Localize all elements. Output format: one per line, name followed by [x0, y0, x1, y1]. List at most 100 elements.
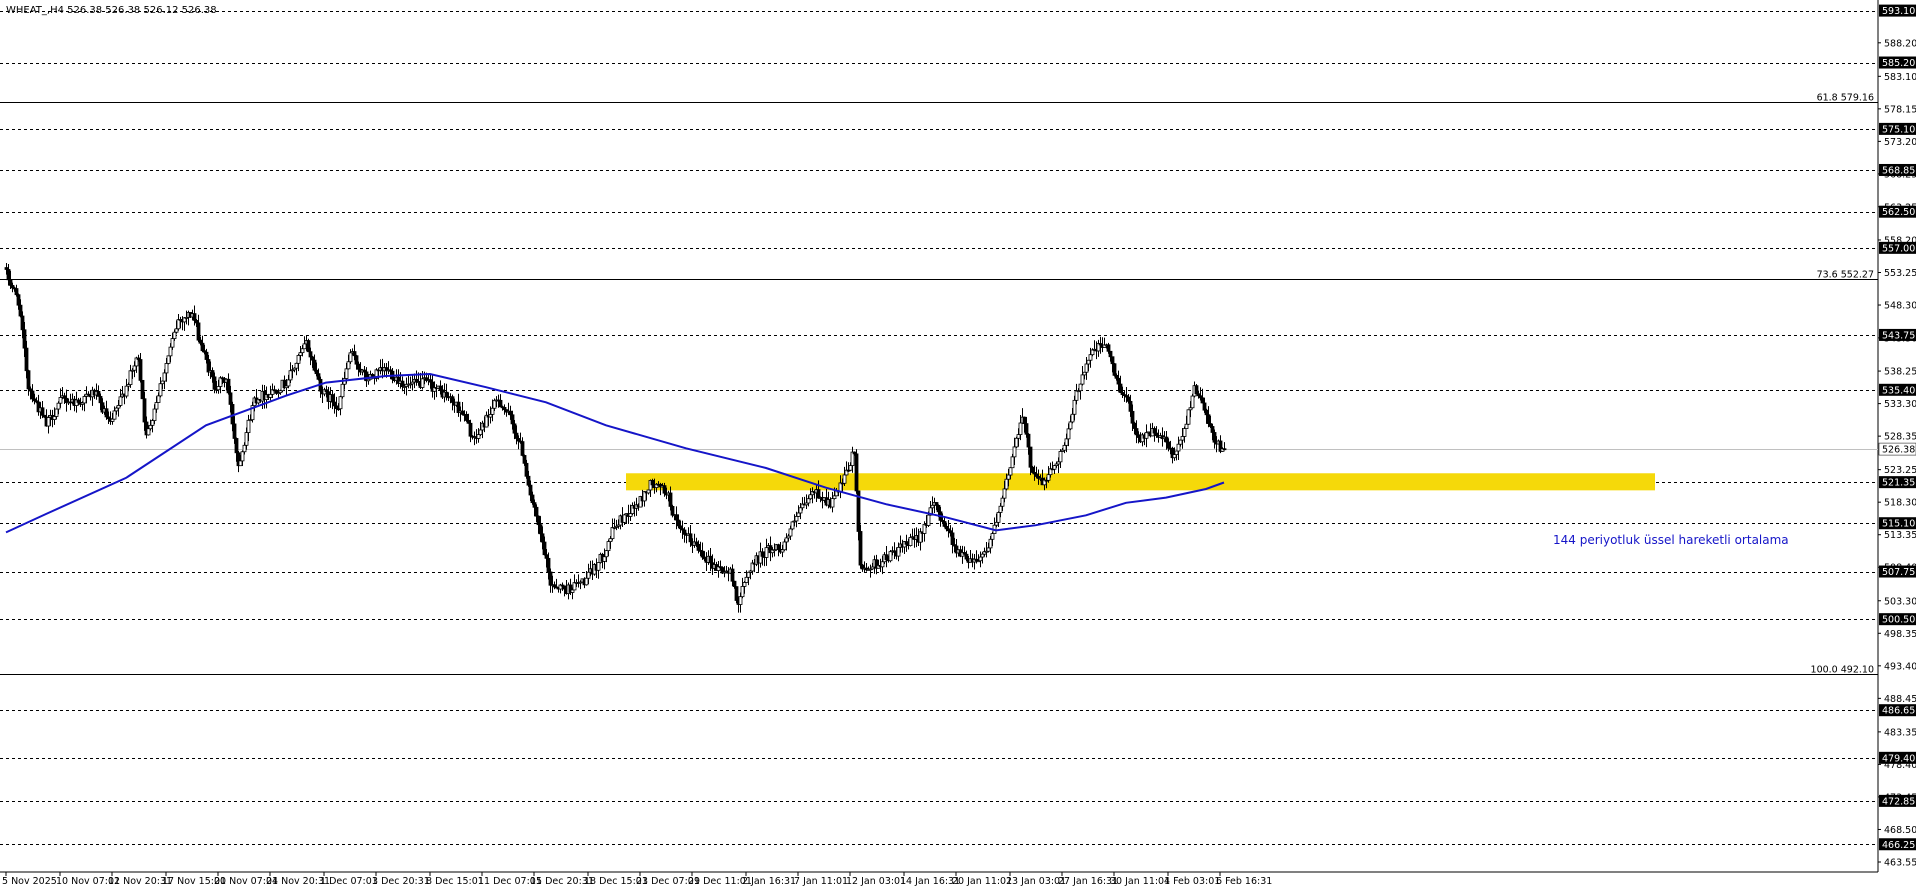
- level-price-label: 486.65: [1882, 706, 1915, 717]
- candle: [24, 340, 29, 379]
- candle: [134, 356, 139, 373]
- candle: [1072, 395, 1077, 421]
- x-tick-label: 1 Dec 07:01: [320, 876, 378, 887]
- candle: [1184, 415, 1189, 429]
- candle: [854, 449, 859, 494]
- level-price-box: [1879, 751, 1916, 764]
- level-price-box: [1879, 613, 1916, 626]
- candle: [934, 501, 939, 511]
- candle: [26, 369, 31, 396]
- level-price-label: 521.35: [1882, 478, 1915, 489]
- candle: [170, 332, 175, 350]
- candle: [806, 495, 811, 507]
- candle: [520, 437, 525, 457]
- level-price-label: 535.40: [1882, 385, 1915, 396]
- candle: [18, 299, 23, 318]
- support-zone: [626, 473, 1655, 491]
- candle: [172, 329, 177, 341]
- candle: [270, 383, 275, 398]
- candle: [110, 412, 115, 425]
- candle: [842, 466, 847, 486]
- candle: [168, 343, 173, 363]
- candle: [58, 388, 63, 408]
- candle: [1210, 423, 1215, 441]
- candle: [856, 490, 861, 541]
- candle: [888, 549, 893, 563]
- y-tick-label: 468.50: [1884, 825, 1916, 836]
- candle: [1110, 356, 1115, 373]
- candle: [1088, 347, 1093, 368]
- candle: [742, 581, 747, 594]
- x-tick-label: 23 Dec 07:01: [636, 876, 700, 887]
- y-tick-label: 548.30: [1884, 301, 1916, 312]
- candle: [232, 416, 237, 444]
- level-price-box: [1879, 838, 1916, 851]
- level-price-label: 575.10: [1882, 124, 1915, 135]
- y-tick-label: 483.35: [1884, 727, 1916, 738]
- candle: [1182, 426, 1187, 443]
- level-price-label: 472.85: [1882, 796, 1915, 807]
- level-price-label: 500.50: [1882, 615, 1915, 626]
- candle: [1106, 342, 1111, 354]
- candle: [800, 497, 805, 511]
- candle: [1188, 401, 1193, 418]
- level-price-box: [1879, 704, 1916, 717]
- candle: [788, 525, 793, 541]
- candle: [654, 482, 659, 493]
- candle: [530, 491, 535, 505]
- y-tick-label: 513.35: [1884, 530, 1916, 541]
- candle: [40, 401, 45, 419]
- candle: [922, 521, 927, 542]
- fib-level-label: 100.0 492.10: [1811, 665, 1874, 676]
- level-price-label: 585.20: [1882, 58, 1915, 69]
- candle: [996, 511, 1001, 527]
- x-tick-label: 14 Jan 16:31: [900, 876, 960, 887]
- candle: [1028, 446, 1033, 476]
- level-price-box: [1879, 241, 1916, 254]
- level-price-label: 543.75: [1882, 330, 1915, 341]
- candle: [348, 349, 353, 365]
- level-price-box: [1879, 122, 1916, 135]
- level-price-label: 557.00: [1882, 243, 1915, 254]
- candle: [730, 564, 735, 587]
- current-price-label: 526.38: [1882, 445, 1915, 456]
- level-price-label: 466.25: [1882, 840, 1915, 851]
- y-tick-label: 518.30: [1884, 498, 1916, 509]
- candle: [316, 368, 321, 381]
- candle: [118, 388, 123, 408]
- candle: [738, 592, 743, 613]
- candle: [300, 345, 305, 357]
- fib-level-label: 73.6 552.27: [1817, 270, 1874, 281]
- candle: [112, 406, 117, 420]
- level-price-box: [1879, 476, 1916, 489]
- candle: [570, 587, 575, 600]
- chart-title: WHEAT_,H4 526.38 526.38 526.12 526.38: [6, 5, 217, 16]
- candle: [1012, 437, 1017, 465]
- candle: [790, 521, 795, 531]
- x-tick-label: 4 Feb 03:01: [1164, 876, 1220, 887]
- candle: [1176, 436, 1181, 461]
- candle: [688, 524, 693, 547]
- candle: [722, 566, 727, 578]
- candle: [1026, 433, 1031, 455]
- candle: [1218, 435, 1223, 454]
- candle: [22, 321, 27, 357]
- candle: [1090, 348, 1095, 357]
- y-tick-label: 538.25: [1884, 367, 1916, 378]
- candle: [352, 344, 357, 361]
- level-price-box: [1879, 56, 1916, 69]
- candle: [490, 399, 495, 422]
- candle: [338, 395, 343, 416]
- candle: [228, 385, 233, 413]
- candle: [8, 270, 13, 289]
- candle: [1190, 393, 1195, 409]
- candle: [610, 518, 615, 541]
- candle: [1074, 383, 1079, 405]
- candle: [1078, 383, 1083, 400]
- x-tick-label: 12 Jan 03:01: [846, 876, 906, 887]
- candle: [366, 374, 371, 385]
- x-tick-label: 20 Nov 07:01: [214, 876, 278, 887]
- y-tick-label: 583.10: [1884, 72, 1916, 83]
- candle: [196, 314, 201, 343]
